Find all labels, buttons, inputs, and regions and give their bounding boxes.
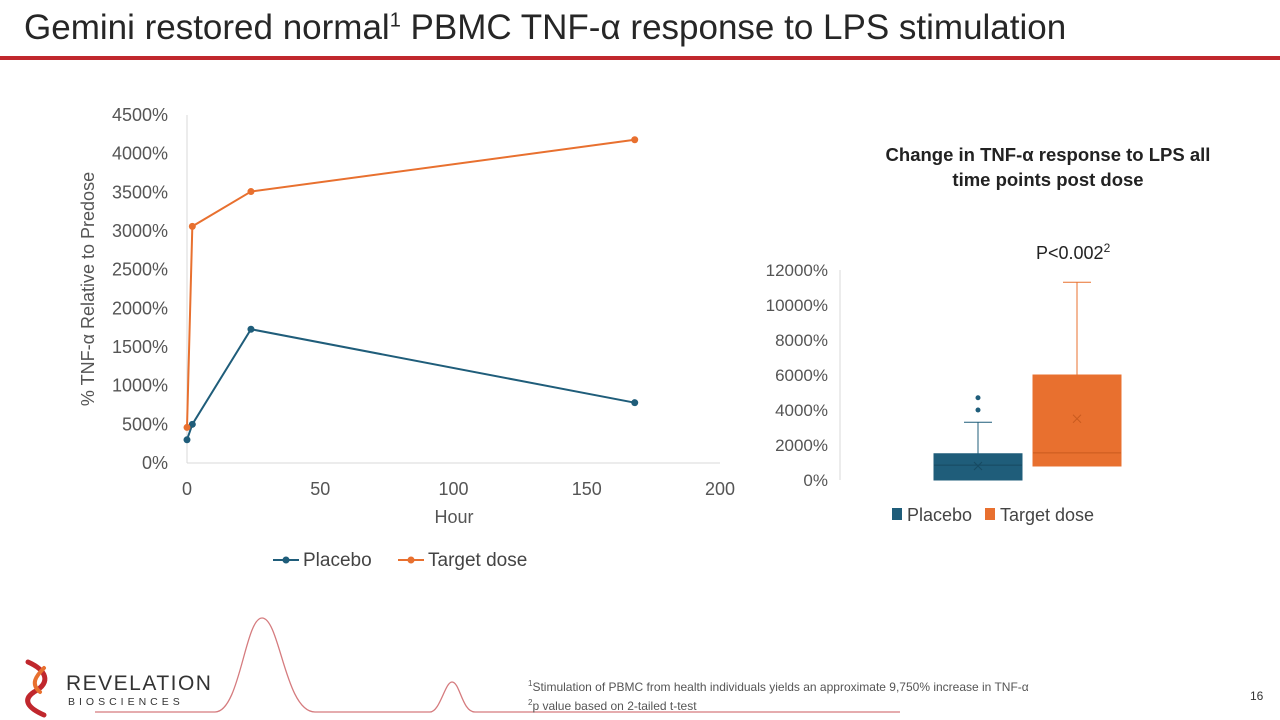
series-line-1	[186, 138, 635, 428]
outlier-point	[975, 395, 981, 401]
data-point	[631, 399, 639, 407]
y-tick-label: 1000%	[112, 376, 168, 396]
data-point	[247, 188, 255, 196]
decorative-wave	[95, 617, 900, 713]
data-point	[183, 436, 191, 444]
box-legend-label: Target dose	[1000, 505, 1094, 525]
box-0	[933, 453, 1023, 481]
data-point	[183, 423, 191, 431]
y-tick-label: 3500%	[112, 182, 168, 202]
page-number: 16	[1250, 689, 1264, 703]
mean-marker	[973, 461, 983, 471]
legend-marker-0	[282, 556, 290, 564]
outlier-point	[975, 407, 981, 413]
x-axis-title: Hour	[434, 507, 473, 527]
footnote-2: 2p value based on 2-tailed t-test	[528, 698, 697, 713]
x-tick-label: 100	[438, 479, 468, 499]
y-tick-label: 3000%	[112, 221, 168, 241]
box-legend-label: Placebo	[907, 505, 972, 525]
box-y-tick-label: 6000%	[775, 366, 828, 385]
logo-subtitle: BIOSCIENCES	[68, 696, 184, 708]
logo-mark-icon	[25, 659, 48, 718]
box-chart: 0% 2000% 4000% 6000% 8000% 10000% 12000% Placeb…	[766, 261, 1122, 525]
data-point	[631, 136, 639, 144]
y-tick-label: 4000%	[112, 144, 168, 164]
box-y-tick-label: 2000%	[775, 436, 828, 455]
y-tick-label: 4500%	[112, 105, 168, 125]
y-tick-label: 1500%	[112, 337, 168, 357]
y-tick-label: 2500%	[112, 260, 168, 280]
legend-label: Target dose	[428, 550, 527, 571]
box-legend-swatch-1	[985, 508, 995, 520]
line-chart: 0% 500% 1000% 1500% 2000% 2500% 3000% 3500% 4000…	[78, 105, 735, 571]
x-tick-label: 0	[182, 479, 192, 499]
footnotes: 1Stimulation of PBMC from health individ…	[528, 676, 1029, 714]
series-line-0	[186, 328, 635, 441]
x-tick-label: 150	[572, 479, 602, 499]
y-axis-title: % TNF-α Relative to Predose	[78, 172, 98, 406]
mean-marker	[1072, 414, 1082, 424]
logo-name: REVELATION	[66, 672, 213, 695]
footnote-1: 1Stimulation of PBMC from health individ…	[528, 679, 1029, 694]
box-y-tick-label: 10000%	[766, 296, 828, 315]
y-tick-label: 500%	[122, 414, 168, 434]
legend-label: Placebo	[303, 550, 372, 571]
box-legend-swatch-0	[892, 508, 902, 520]
data-point	[188, 420, 196, 428]
box-y-tick-label: 12000%	[766, 261, 828, 280]
box-y-tick-label: 0%	[803, 471, 828, 490]
legend-marker-1	[407, 556, 415, 564]
y-tick-label: 0%	[142, 453, 168, 473]
title-divider	[0, 56, 1280, 60]
x-tick-label: 200	[705, 479, 735, 499]
data-point	[188, 222, 196, 230]
box-y-tick-label: 4000%	[775, 401, 828, 420]
box-1	[1032, 374, 1122, 467]
data-point	[247, 325, 255, 333]
y-tick-label: 2000%	[112, 298, 168, 318]
x-tick-label: 50	[310, 479, 330, 499]
slide-title: Gemini restored normal1 PBMC TNF-α respo…	[24, 8, 1067, 47]
p-value-label: P<0.0022	[1036, 241, 1111, 263]
box-chart-title: Change in TNF-α response to LPS all time…	[885, 144, 1211, 190]
box-y-tick-label: 8000%	[775, 331, 828, 350]
